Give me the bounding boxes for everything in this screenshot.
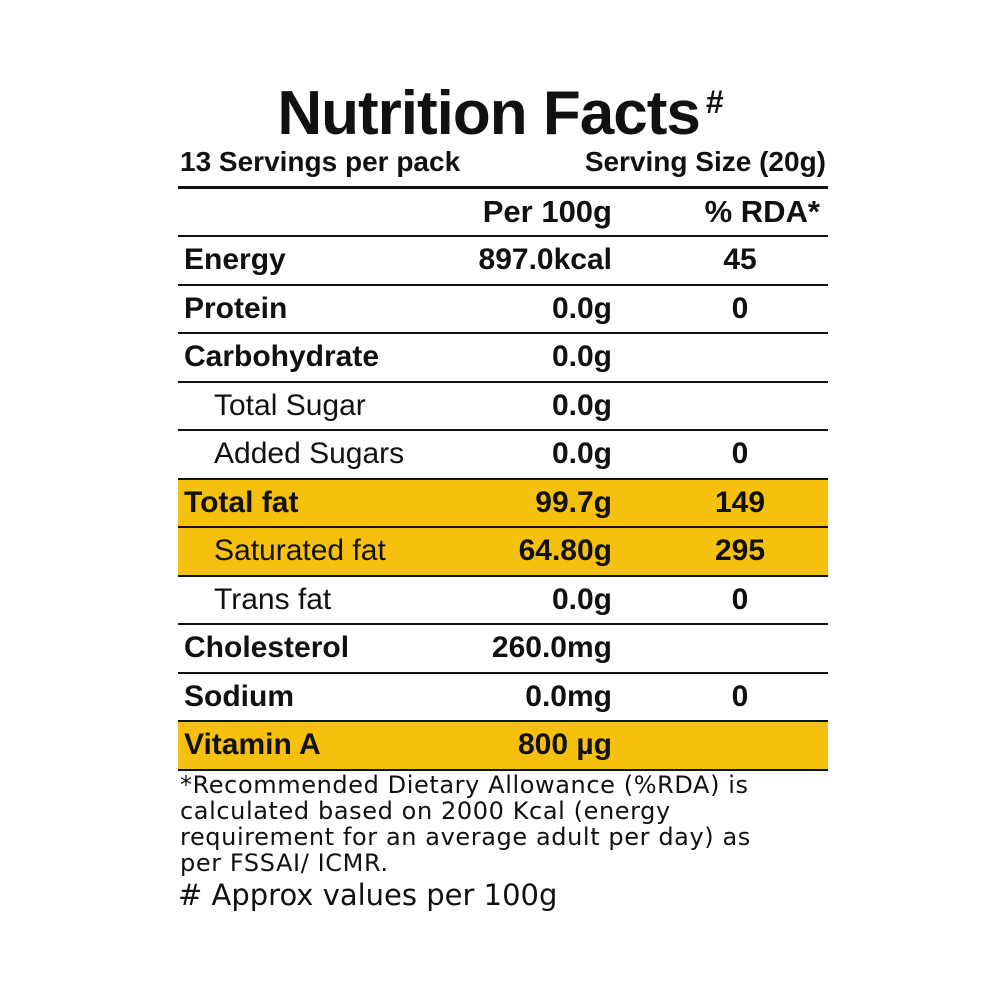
nutrient-name: Energy xyxy=(184,243,286,277)
per-100g: 800 µg xyxy=(518,728,612,762)
title-mark: # xyxy=(705,84,724,120)
per-100g: 0.0mg xyxy=(525,679,612,713)
approx-note: # Approx values per 100g xyxy=(178,878,558,912)
nutrient-name: Sodium xyxy=(184,679,294,713)
table-row: Saturated fat 64.80g 295 xyxy=(178,528,828,577)
table-row: Vitamin A 800 µg xyxy=(178,722,828,771)
table-row: Energy 897.0kcal 45 xyxy=(178,237,828,286)
nutrient-name: Vitamin A xyxy=(184,728,321,762)
serving-size: Serving Size (20g) xyxy=(584,146,826,177)
per-100g: 897.0kcal xyxy=(478,243,612,277)
per-100g: 0.0g xyxy=(551,340,612,374)
table-row: Protein 0.0g 0 xyxy=(178,286,828,334)
table-row: Total fat 99.7g 149 xyxy=(178,479,828,528)
servings: 13 Servings per pack xyxy=(180,146,461,177)
per-100g: 0.0g xyxy=(551,582,612,616)
column-header: Per 100g xyxy=(482,194,612,229)
nutrient-name: Total fat xyxy=(184,485,299,519)
per-100g: 64.80g xyxy=(518,534,612,568)
per-100g: 0.0g xyxy=(551,291,612,325)
footnote-line: *Recommended Dietary Allowance (%RDA) is xyxy=(180,771,749,799)
table-row: Added Sugars 0.0g 0 xyxy=(178,431,828,480)
table-row: Sodium 0.0mg 0 xyxy=(178,674,828,722)
nutrient-name: Added Sugars xyxy=(214,437,405,471)
table-row: Cholesterol 260.0mg xyxy=(178,625,828,674)
table-row: Trans fat 0.0g 0 xyxy=(178,577,828,625)
table-row: Total Sugar 0.0g xyxy=(178,383,828,431)
column-header: % RDA* xyxy=(704,194,820,229)
nutrient-name: Cholesterol xyxy=(184,631,350,665)
header-row: Per 100g % RDA* xyxy=(178,186,828,237)
title: Nutrition Facts xyxy=(277,79,700,148)
per-100g: 260.0mg xyxy=(491,631,612,665)
nutrient-name: Saturated fat xyxy=(214,534,386,568)
table-row: Carbohydrate 0.0g xyxy=(178,334,828,383)
footnote-line: requirement for an average adult per day… xyxy=(180,823,751,851)
per-100g: 0.0g xyxy=(551,388,612,422)
per-100g: 0.0g xyxy=(551,437,612,471)
footnote-line: calculated based on 2000 Kcal (energy xyxy=(180,797,671,825)
nutrient-name: Protein xyxy=(184,291,288,325)
nutrient-name: Total Sugar xyxy=(214,388,366,422)
per-100g: 99.7g xyxy=(535,485,612,519)
title-block: Nutrition Facts # xyxy=(0,78,1000,149)
nutrient-name: Trans fat xyxy=(214,582,332,616)
footnote-line: per FSSAI/ ICMR. xyxy=(180,849,389,877)
nutrient-name: Carbohydrate xyxy=(184,340,380,374)
